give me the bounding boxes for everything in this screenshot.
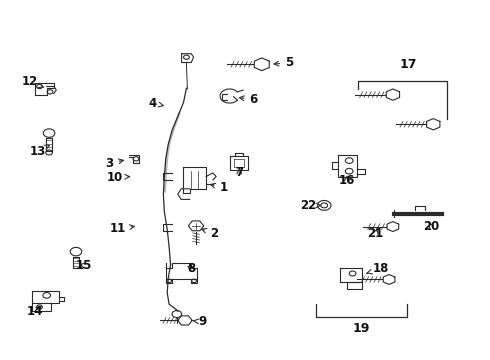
Text: 5: 5 bbox=[274, 57, 294, 69]
Text: 2: 2 bbox=[202, 227, 218, 240]
Text: 17: 17 bbox=[399, 58, 417, 71]
Text: 13: 13 bbox=[29, 145, 49, 158]
Text: 21: 21 bbox=[368, 227, 384, 240]
Text: 3: 3 bbox=[105, 157, 123, 170]
Text: 1: 1 bbox=[211, 181, 227, 194]
Text: 6: 6 bbox=[240, 93, 258, 106]
Text: 14: 14 bbox=[26, 305, 43, 318]
Text: 8: 8 bbox=[187, 262, 196, 275]
Text: 20: 20 bbox=[423, 220, 440, 233]
Text: 22: 22 bbox=[300, 199, 320, 212]
Text: 18: 18 bbox=[367, 262, 389, 275]
Text: 7: 7 bbox=[235, 166, 244, 179]
Text: 15: 15 bbox=[76, 259, 92, 272]
Text: 10: 10 bbox=[106, 171, 129, 184]
Text: 19: 19 bbox=[352, 321, 370, 334]
Text: 12: 12 bbox=[22, 76, 44, 89]
Text: 4: 4 bbox=[148, 96, 163, 109]
Text: 9: 9 bbox=[193, 315, 207, 328]
Text: 16: 16 bbox=[339, 174, 355, 187]
Text: 11: 11 bbox=[110, 222, 134, 235]
